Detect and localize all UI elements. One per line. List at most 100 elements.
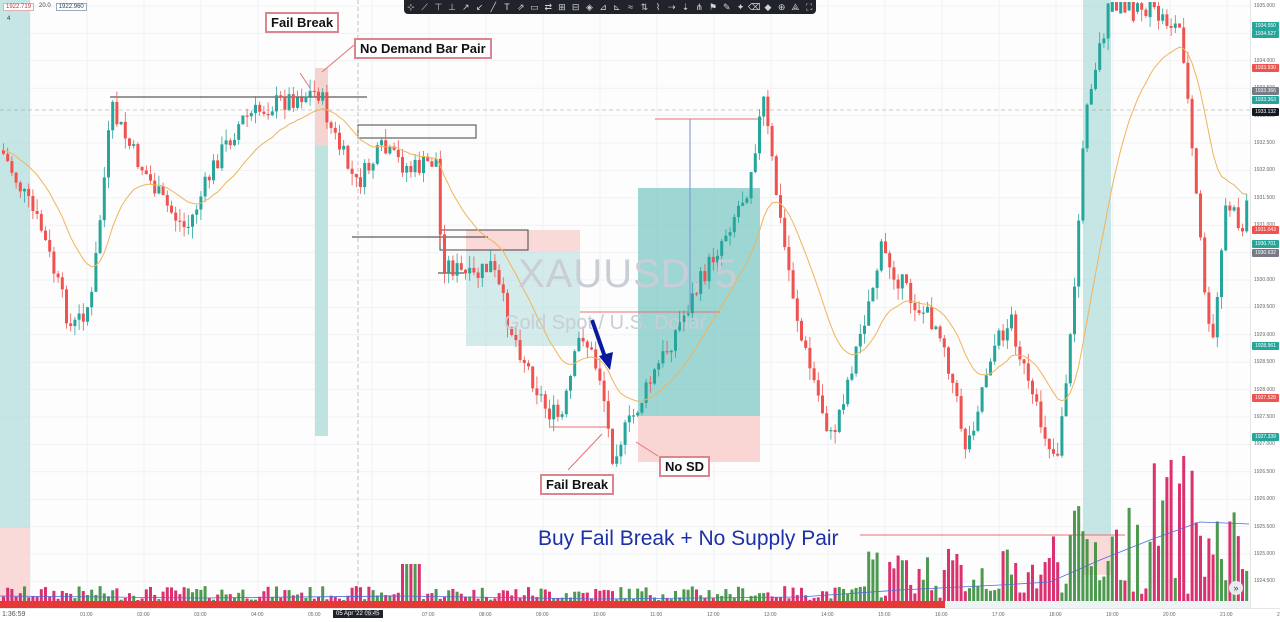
volume-bar [237, 592, 241, 604]
candle-body [485, 263, 488, 273]
pitchfork-icon[interactable]: ⋔ [695, 1, 704, 12]
trend-line-icon[interactable]: ⟋ [421, 1, 428, 12]
long-position-icon[interactable]: ⊿ [599, 1, 607, 12]
candle-body [375, 145, 379, 164]
volume-bar [81, 591, 85, 604]
price-tick: 1929.500 [1254, 304, 1275, 311]
volume-bar [144, 589, 148, 604]
callout-icon[interactable]: ◈ [585, 1, 593, 12]
pen-icon[interactable]: ✎ [722, 1, 731, 12]
buy-price[interactable]: 1922.960 [55, 3, 87, 11]
volume-bar [1236, 536, 1240, 604]
volume-bar [1001, 551, 1005, 604]
gann-icon[interactable]: ⊕ [777, 1, 786, 12]
candle-body [48, 240, 52, 252]
candle-body [1047, 438, 1051, 450]
price-chart[interactable] [0, 0, 1250, 608]
volume-bar [1014, 563, 1018, 604]
icon-icon[interactable]: ✦ [736, 1, 745, 12]
price-tick: 1931.500 [1254, 194, 1275, 201]
text-icon[interactable]: T [504, 2, 510, 12]
arrow-icon[interactable]: ⇗ [516, 1, 525, 12]
candle-body [157, 186, 161, 194]
chart-area[interactable]: XAUUSD, 5 Gold Spot / U.S. Dollar Fail B… [0, 0, 1250, 608]
projection-icon[interactable]: ⇢ [668, 1, 676, 12]
volume-bar [464, 596, 467, 604]
volume-bar [678, 597, 682, 604]
candle-body [909, 282, 913, 303]
no-sd-note[interactable]: No SD [659, 456, 710, 477]
flag-icon[interactable]: ⚑ [708, 1, 718, 12]
eraser-icon[interactable]: ⌫ [747, 1, 761, 12]
volume-bar [947, 548, 950, 604]
candle-body [1052, 449, 1055, 454]
volume-bar [350, 587, 354, 604]
candle-body [35, 211, 39, 214]
measure-icon[interactable]: ⊞ [558, 1, 566, 12]
zigzag-icon[interactable]: ⌇ [655, 1, 661, 12]
scroll-to-realtime-icon[interactable]: » [1229, 581, 1243, 595]
candle-body [128, 138, 131, 146]
volume-bar [501, 590, 505, 604]
short-position-icon[interactable]: ⊾ [613, 1, 621, 12]
candle-body [228, 140, 232, 146]
brush-icon[interactable]: ╱ [490, 1, 496, 12]
volume-bar [216, 594, 220, 604]
volume-bar [535, 597, 539, 604]
magnet-icon[interactable]: ◆ [764, 1, 772, 12]
candle-body [165, 195, 169, 206]
candle-body [955, 382, 959, 397]
candle-body [552, 404, 556, 420]
volume-bar [686, 589, 690, 604]
volume-bar [749, 595, 753, 604]
candle-body [1140, 3, 1144, 10]
volume-bar [527, 587, 530, 604]
forecast-icon[interactable]: ⇣ [681, 1, 690, 12]
rectangle-icon[interactable]: ▭ [530, 1, 539, 12]
volume-bar [52, 590, 56, 604]
volume-bar [783, 586, 787, 604]
price-axis[interactable]: 1935.0001934.5001934.0001933.5001933.000… [1250, 0, 1280, 608]
ray-icon[interactable]: ↗ [462, 1, 470, 12]
no-demand-note[interactable]: No Demand Bar Pair [354, 38, 492, 59]
fail-break-top-note[interactable]: Fail Break [265, 12, 340, 33]
range-icon[interactable]: ⇅ [640, 1, 649, 12]
volume-bar [308, 587, 312, 604]
candle-body [648, 382, 652, 384]
volume-bar [1182, 456, 1186, 604]
candle-body [1106, 3, 1110, 39]
candle-body [833, 430, 837, 433]
fib-icon[interactable]: ↙ [475, 1, 484, 12]
fail-break-bottom-note[interactable]: Fail Break [540, 474, 615, 495]
volume-bar [716, 594, 719, 604]
volume-bar [724, 589, 728, 604]
candle-body [1068, 334, 1072, 384]
candle-body [111, 101, 115, 131]
horizontal-line-icon[interactable]: ⊤ [434, 1, 443, 12]
volume-bar [921, 579, 925, 604]
candle-body [812, 368, 816, 381]
volume-bar [380, 592, 383, 604]
volume-bar [1064, 583, 1068, 604]
cycle-icon[interactable]: ≈ [628, 2, 634, 12]
candle-body [657, 363, 661, 370]
cursor-icon[interactable]: ⊹ [407, 1, 415, 12]
candle-body [527, 363, 530, 367]
lock-icon[interactable]: ⛶ [806, 1, 813, 12]
candle-body [144, 170, 148, 175]
volume-bar [18, 593, 22, 604]
volume-bar [774, 597, 778, 604]
candle-body [703, 271, 707, 282]
volume-bar [850, 589, 854, 604]
sell-price[interactable]: 1922.719 [3, 3, 35, 11]
time-tick: 05:00 [308, 612, 321, 618]
vertical-line-icon[interactable]: ⊥ [448, 1, 456, 12]
path-icon[interactable]: ⇄ [544, 1, 552, 12]
note-icon[interactable]: ⊟ [571, 1, 580, 12]
strategy-caption[interactable]: Buy Fail Break + No Supply Pair [538, 527, 839, 550]
candle-body [980, 387, 984, 412]
candle-body [392, 146, 396, 150]
pattern-icon[interactable]: ⟁ [791, 1, 800, 12]
time-axis[interactable]: 1:36:59 05 Apr '22 06:45 01:00 02:00 03:00… [0, 608, 1280, 622]
volume-bar [1157, 545, 1160, 604]
